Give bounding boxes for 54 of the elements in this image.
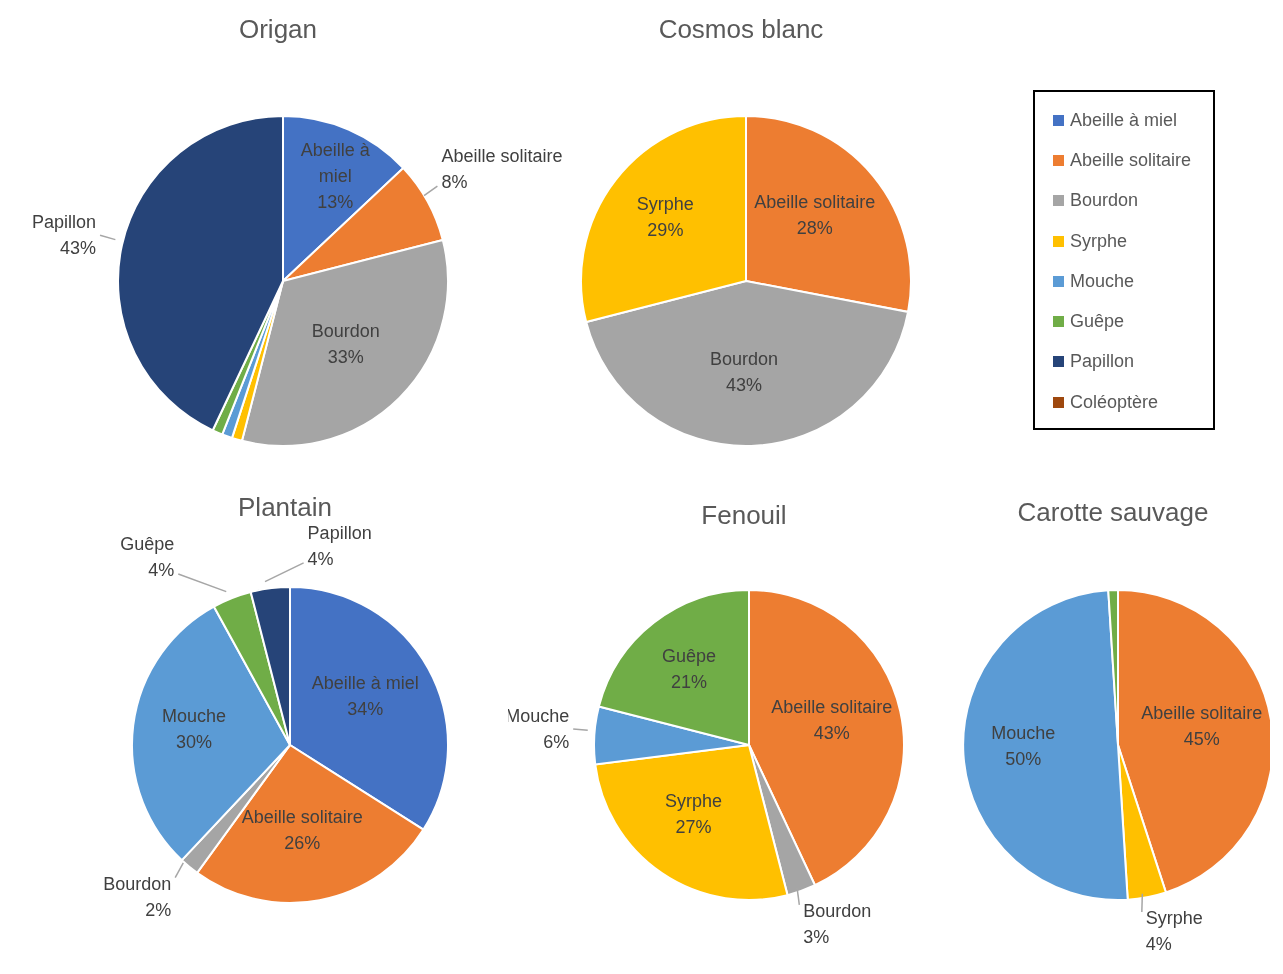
- chart-title: Plantain: [237, 492, 333, 523]
- data-label: 29%: [647, 220, 684, 241]
- data-label: 13%: [317, 192, 354, 213]
- slice-label: Syrphe: [664, 791, 722, 812]
- slice-label: Bourdon: [311, 320, 380, 341]
- slice-label: Bourdon: [709, 348, 779, 369]
- data-label: 30%: [176, 731, 213, 752]
- data-label: 4%: [148, 560, 175, 580]
- data-label: 8%: [441, 172, 468, 193]
- slice-label: Bourdon: [103, 873, 172, 894]
- chart-title: Origan: [237, 14, 318, 45]
- legend-label: Abeille solitaire: [1070, 149, 1192, 171]
- slice-label: Abeille solitaire: [241, 807, 363, 828]
- data-label: 43%: [725, 374, 763, 395]
- legend-label: Mouche: [1070, 270, 1135, 292]
- legend-label: Papillon: [1070, 351, 1135, 373]
- data-label: 4%: [1145, 934, 1172, 955]
- slice-label: Guêpe: [120, 534, 175, 554]
- slice-label: Abeille solitaire: [441, 146, 563, 167]
- data-label: 6%: [543, 732, 570, 752]
- chart-title: Carotte sauvage: [1016, 497, 1210, 528]
- slice-label: Mouche: [991, 722, 1056, 743]
- chart-title: Cosmos blanc: [657, 14, 825, 45]
- slice-label: Syrphe: [1145, 908, 1203, 929]
- data-label: 28%: [796, 218, 833, 238]
- data-label: 4%: [307, 548, 334, 569]
- slice-label: Guêpe: [661, 645, 716, 666]
- data-label: 50%: [1005, 748, 1042, 769]
- slice-label: Abeille solitaire: [754, 192, 876, 212]
- data-label: 2%: [145, 899, 172, 920]
- slice-label: Bourdon: [803, 900, 872, 921]
- slice-label: Syrphe: [636, 194, 694, 215]
- data-label: 27%: [675, 817, 712, 838]
- slice-label: Abeille à miel: [311, 672, 419, 693]
- legend-label: Bourdon: [1070, 190, 1139, 212]
- chart-title: Fenouil: [700, 500, 788, 531]
- data-label: 3%: [803, 926, 830, 947]
- data-label: 45%: [1183, 728, 1220, 749]
- legend-label: Syrphe: [1070, 230, 1128, 252]
- slice-label: Abeille solitaire: [1141, 702, 1263, 723]
- legend-label: Coléoptère: [1070, 391, 1159, 413]
- slice-label: Papillon: [307, 522, 372, 543]
- slice-label: Abeille à miel: [300, 140, 371, 187]
- data-label: 33%: [327, 346, 364, 367]
- legend-label: Abeille à miel: [1070, 109, 1178, 131]
- data-label: 26%: [284, 833, 321, 854]
- data-label: 43%: [813, 723, 850, 744]
- slice-label: Abeille solitaire: [771, 697, 893, 718]
- data-label: 43%: [60, 238, 97, 259]
- legend-label: Guêpe: [1070, 311, 1125, 333]
- data-label: 34%: [347, 698, 384, 719]
- slice-label: Mouche: [162, 705, 227, 726]
- slice-label: Papillon: [31, 212, 97, 233]
- data-label: 21%: [670, 671, 707, 692]
